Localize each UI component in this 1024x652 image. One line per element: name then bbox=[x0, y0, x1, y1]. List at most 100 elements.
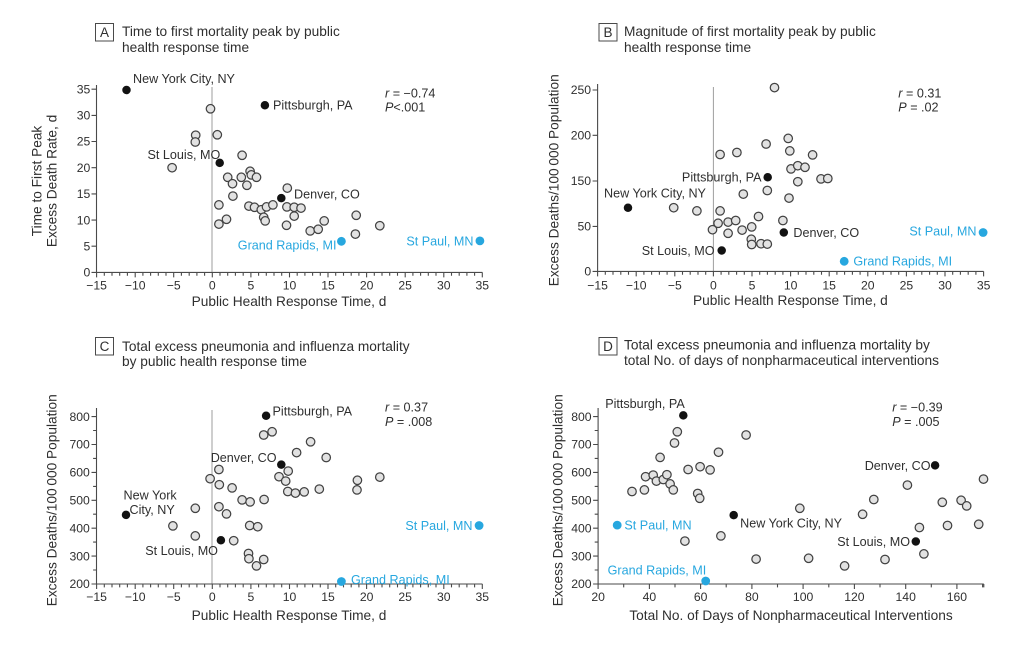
svg-text:800: 800 bbox=[571, 410, 592, 424]
svg-text:25: 25 bbox=[398, 279, 412, 293]
svg-text:Excess Deaths/100 000 Populati: Excess Deaths/100 000 Population bbox=[45, 394, 60, 606]
svg-text:New York City, NY: New York City, NY bbox=[604, 187, 707, 201]
svg-text:160: 160 bbox=[947, 590, 968, 604]
svg-text:by public health response time: by public health response time bbox=[122, 354, 307, 369]
svg-text:800: 800 bbox=[69, 410, 90, 424]
svg-text:Pittsburgh, PA: Pittsburgh, PA bbox=[273, 99, 353, 113]
svg-text:Time to First Peak: Time to First Peak bbox=[30, 126, 45, 237]
svg-text:Denver, CO: Denver, CO bbox=[294, 187, 360, 201]
svg-text:Denver, CO: Denver, CO bbox=[865, 459, 931, 473]
svg-text:Public Health Response Time, d: Public Health Response Time, d bbox=[192, 294, 387, 309]
svg-text:total No. of days of nonpharma: total No. of days of nonpharmaceutical i… bbox=[624, 353, 939, 368]
svg-text:140: 140 bbox=[896, 590, 917, 604]
svg-text:Grand Rapids, MI: Grand Rapids, MI bbox=[608, 564, 707, 578]
svg-text:25: 25 bbox=[77, 135, 91, 149]
svg-text:Public Health Response Time, d: Public Health Response Time, d bbox=[693, 293, 888, 308]
svg-text:C: C bbox=[100, 339, 110, 354]
svg-text:St Louis, MO: St Louis, MO bbox=[145, 544, 218, 558]
svg-text:5: 5 bbox=[749, 279, 756, 293]
svg-text:0: 0 bbox=[84, 266, 91, 280]
svg-text:New York City, NY: New York City, NY bbox=[133, 72, 236, 86]
svg-text:400: 400 bbox=[571, 521, 592, 535]
svg-text:20: 20 bbox=[591, 590, 605, 604]
svg-text:Excess Death Rate, d: Excess Death Rate, d bbox=[45, 115, 60, 247]
svg-text:P<.001: P<.001 bbox=[385, 101, 425, 115]
svg-text:r = −0.74: r = −0.74 bbox=[385, 87, 435, 101]
svg-text:10: 10 bbox=[283, 590, 297, 604]
svg-text:5: 5 bbox=[248, 590, 255, 604]
svg-text:−15: −15 bbox=[86, 279, 107, 293]
svg-text:35: 35 bbox=[476, 279, 490, 293]
svg-text:New York: New York bbox=[124, 489, 178, 503]
svg-text:200: 200 bbox=[69, 577, 90, 591]
svg-text:400: 400 bbox=[69, 521, 90, 535]
svg-text:150: 150 bbox=[571, 174, 592, 188]
svg-text:−15: −15 bbox=[587, 279, 608, 293]
svg-text:health response time: health response time bbox=[624, 40, 751, 55]
svg-text:−5: −5 bbox=[167, 590, 181, 604]
svg-text:0: 0 bbox=[710, 279, 717, 293]
svg-text:30: 30 bbox=[938, 279, 952, 293]
svg-text:St Paul, MN: St Paul, MN bbox=[909, 225, 976, 239]
svg-text:600: 600 bbox=[571, 466, 592, 480]
svg-text:10: 10 bbox=[784, 279, 798, 293]
svg-text:Magnitude of first mortality p: Magnitude of first mortality peak by pub… bbox=[624, 24, 876, 39]
svg-text:30: 30 bbox=[437, 279, 451, 293]
svg-text:St Paul, MN: St Paul, MN bbox=[624, 519, 691, 533]
svg-text:300: 300 bbox=[69, 549, 90, 563]
svg-text:Pittsburgh, PA: Pittsburgh, PA bbox=[605, 397, 685, 411]
svg-text:−10: −10 bbox=[626, 279, 647, 293]
svg-text:30: 30 bbox=[77, 109, 91, 123]
svg-text:Excess Deaths/100 000 Populati: Excess Deaths/100 000 Population bbox=[551, 394, 566, 606]
svg-text:Denver, CO: Denver, CO bbox=[211, 451, 277, 465]
svg-text:Time to first mortality peak b: Time to first mortality peak by public bbox=[122, 24, 340, 39]
svg-text:30: 30 bbox=[437, 590, 451, 604]
svg-text:15: 15 bbox=[321, 279, 335, 293]
svg-text:Public Health Response Time, d: Public Health Response Time, d bbox=[192, 608, 387, 623]
svg-text:600: 600 bbox=[69, 466, 90, 480]
svg-text:New York City, NY: New York City, NY bbox=[740, 517, 843, 531]
svg-text:500: 500 bbox=[69, 494, 90, 508]
svg-text:St Louis, MO: St Louis, MO bbox=[642, 244, 715, 258]
svg-text:10: 10 bbox=[77, 213, 91, 227]
svg-text:Total No. of Days of Nonpharma: Total No. of Days of Nonpharmaceutical I… bbox=[629, 608, 952, 623]
svg-text:Grand Rapids, MI: Grand Rapids, MI bbox=[351, 573, 450, 587]
svg-text:100: 100 bbox=[793, 590, 814, 604]
svg-text:200: 200 bbox=[571, 129, 592, 143]
svg-text:15: 15 bbox=[77, 187, 91, 201]
svg-text:15: 15 bbox=[822, 279, 836, 293]
svg-text:Total excess pneumonia and inf: Total excess pneumonia and influenza mor… bbox=[122, 339, 410, 354]
svg-text:City, NY: City, NY bbox=[130, 503, 176, 517]
svg-text:300: 300 bbox=[571, 549, 592, 563]
svg-text:health response time: health response time bbox=[122, 40, 249, 55]
svg-text:5: 5 bbox=[84, 239, 91, 253]
svg-text:St Louis, MO: St Louis, MO bbox=[148, 148, 221, 162]
svg-text:35: 35 bbox=[77, 82, 91, 96]
svg-text:50: 50 bbox=[578, 220, 592, 234]
svg-text:Denver, CO: Denver, CO bbox=[793, 226, 859, 240]
svg-text:Pittsburgh, PA: Pittsburgh, PA bbox=[682, 171, 762, 185]
svg-text:0: 0 bbox=[209, 279, 216, 293]
svg-text:−10: −10 bbox=[125, 279, 146, 293]
svg-text:200: 200 bbox=[571, 577, 592, 591]
svg-text:P = .008: P = .008 bbox=[385, 415, 432, 429]
svg-text:B: B bbox=[603, 25, 612, 40]
svg-text:0: 0 bbox=[209, 590, 216, 604]
svg-text:5: 5 bbox=[248, 279, 255, 293]
svg-text:−15: −15 bbox=[86, 590, 107, 604]
svg-text:35: 35 bbox=[476, 590, 490, 604]
svg-text:A: A bbox=[100, 25, 109, 40]
svg-text:St Paul, MN: St Paul, MN bbox=[406, 234, 473, 248]
svg-text:250: 250 bbox=[571, 83, 592, 97]
svg-text:P = .005: P = .005 bbox=[892, 415, 939, 429]
svg-text:St Paul, MN: St Paul, MN bbox=[405, 519, 472, 533]
svg-text:Total excess pneumonia and inf: Total excess pneumonia and influenza mor… bbox=[624, 338, 930, 353]
svg-text:20: 20 bbox=[861, 279, 875, 293]
svg-text:−10: −10 bbox=[125, 590, 146, 604]
svg-text:25: 25 bbox=[900, 279, 914, 293]
svg-text:40: 40 bbox=[643, 590, 657, 604]
svg-text:500: 500 bbox=[571, 494, 592, 508]
svg-text:700: 700 bbox=[69, 438, 90, 452]
svg-text:P = .02: P = .02 bbox=[898, 101, 938, 115]
svg-text:15: 15 bbox=[321, 590, 335, 604]
